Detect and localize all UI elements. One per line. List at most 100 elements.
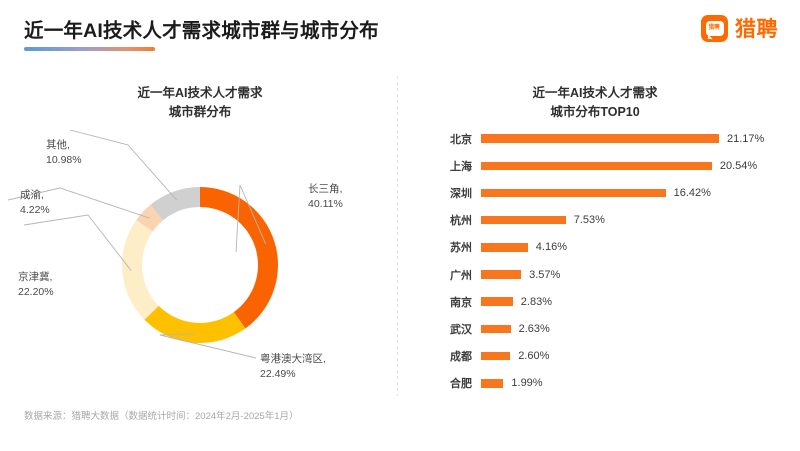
bar-category-label: 深圳: [450, 187, 472, 200]
bar-track: 7.53%: [481, 207, 790, 234]
bar-category-label: 广州: [450, 269, 472, 282]
bar-value-label: 3.57%: [529, 268, 561, 281]
bar-row: 苏州 4.16%: [410, 234, 790, 261]
bar-row: 南京 2.83%: [410, 288, 790, 315]
page-header: 近一年AI技术人才需求城市群与城市分布 猎聘 猎聘: [0, 0, 800, 62]
bar-category-label: 合肥: [450, 378, 472, 391]
bar-category-label: 南京: [450, 296, 472, 309]
donut-label-qita: 其他, 10.98%: [46, 138, 82, 167]
donut-label-name-0: 长三角: [308, 183, 340, 195]
liepin-logo-icon: 猎聘: [701, 14, 728, 42]
bar-chart-title: 近一年AI技术人才需求 城市分布TOP10: [470, 84, 720, 122]
bar-value-label: 2.83%: [520, 295, 552, 308]
donut-label-name-2: 京津冀: [18, 271, 50, 283]
bar-value-label: 1.99%: [511, 377, 543, 390]
bar-track: 4.16%: [481, 234, 790, 261]
bar-track: 21.17%: [481, 125, 790, 152]
bar-track: 2.83%: [481, 288, 790, 315]
brand-wordmark: 猎聘: [735, 18, 778, 41]
donut-label-value-4: 10.98%: [46, 153, 82, 166]
page-title: 近一年AI技术人才需求城市群与城市分布: [24, 20, 379, 42]
donut-leader-line: [159, 333, 257, 359]
donut-chart-title: 近一年AI技术人才需求 城市群分布: [95, 84, 305, 122]
bar-row: 成都 2.60%: [410, 343, 790, 370]
bar-chart: 北京 21.17% 上海 20.54% 深圳 16.42% 杭州 7.53% 苏州 4.16% 广州…: [410, 125, 790, 395]
bar-row: 合肥 1.99%: [410, 370, 790, 397]
bar-category-label: 杭州: [450, 215, 472, 228]
donut-segments: [121, 187, 279, 343]
donut-label-value-1: 22.49%: [260, 367, 296, 380]
bar-category-label: 武汉: [450, 323, 472, 336]
data-source-note: 数据来源：猎聘大数据（数据统计时间：2024年2月-2025年1月）: [24, 411, 299, 422]
donut-segment: [121, 219, 159, 320]
bar-value-label: 4.16%: [535, 241, 567, 254]
bar-fill: [481, 161, 712, 171]
title-underline-accent: [24, 47, 155, 51]
bar-track: 2.60%: [481, 343, 790, 370]
donut-title-line1: 近一年AI技术人才需求: [137, 86, 263, 100]
brand-logo: 猎聘 猎聘: [701, 13, 778, 43]
donut-label-chengyu: 成渝, 4.22%: [20, 188, 50, 217]
donut-label-comma-3: ,: [41, 189, 44, 201]
bar-title-line2: 城市分布TOP10: [550, 105, 640, 119]
bar-fill: [481, 243, 528, 252]
bar-row: 深圳 16.42%: [410, 179, 790, 206]
donut-chart: 长三角, 40.11% 粤港澳大湾区, 22.49% 京津冀, 22.20% 成…: [8, 130, 393, 400]
donut-segment: [144, 305, 246, 343]
donut-label-comma-0: ,: [339, 183, 343, 195]
donut-label-name-4: 其他: [46, 139, 67, 151]
donut-label-jingjinji: 京津冀, 22.20%: [18, 270, 54, 299]
donut-leader-line: [8, 187, 150, 219]
bar-track: 20.54%: [481, 152, 790, 179]
donut-title-line2: 城市群分布: [168, 105, 232, 119]
bar-row: 杭州 7.53%: [410, 207, 790, 234]
donut-label-comma-1: ,: [323, 353, 326, 365]
bar-fill: [481, 215, 566, 225]
bar-fill: [481, 297, 513, 306]
donut-segment: [136, 204, 164, 232]
bar-value-label: 21.17%: [727, 132, 765, 145]
bar-fill: [481, 379, 504, 388]
donut-chart-svg: [8, 130, 279, 359]
bar-row: 武汉 2.63%: [410, 315, 790, 342]
bar-value-label: 7.53%: [573, 214, 605, 227]
bar-title-line1: 近一年AI技术人才需求: [532, 86, 658, 100]
bar-category-label: 成都: [450, 351, 472, 364]
donut-label-value-3: 4.22%: [20, 203, 50, 216]
logo-badge-label: 猎聘: [708, 23, 721, 31]
bar-row: 广州 3.57%: [410, 261, 790, 288]
bar-track: 16.42%: [481, 179, 790, 206]
speech-bubble-icon: 猎聘: [705, 20, 724, 36]
bar-row: 上海 20.54%: [410, 152, 790, 179]
column-divider: [397, 76, 398, 396]
donut-leader-line: [69, 130, 178, 201]
bar-value-label: 16.42%: [673, 186, 711, 199]
bar-track: 1.99%: [481, 370, 790, 397]
bar-category-label: 北京: [450, 133, 472, 146]
donut-segment: [150, 187, 200, 221]
bar-fill: [481, 270, 522, 279]
bar-track: 2.63%: [481, 315, 790, 342]
bar-fill: [481, 351, 511, 361]
donut-segment: [200, 187, 279, 329]
donut-label-comma-4: ,: [67, 139, 70, 151]
donut-label-value-0: 40.11%: [308, 197, 343, 210]
bar-category-label: 苏州: [450, 242, 472, 255]
bar-category-label: 上海: [450, 160, 472, 173]
donut-leader-lines: [8, 130, 267, 359]
donut-label-name-1: 粤港澳大湾区: [260, 353, 323, 365]
donut-label-yuegangao: 粤港澳大湾区, 22.49%: [260, 352, 326, 381]
bar-row: 北京 21.17%: [410, 125, 790, 152]
bar-value-label: 20.54%: [719, 159, 758, 172]
bar-fill: [481, 324, 511, 334]
donut-label-comma-2: ,: [49, 271, 53, 283]
donut-label-name-3: 成渝: [20, 189, 41, 201]
bar-value-label: 2.63%: [518, 322, 550, 335]
bar-value-label: 2.60%: [518, 350, 550, 363]
donut-label-changsanjiao: 长三角, 40.11%: [308, 182, 343, 211]
donut-leader-line: [23, 214, 132, 271]
donut-label-value-2: 22.20%: [18, 285, 54, 298]
bar-fill: [481, 134, 719, 143]
donut-leader-line: [235, 184, 267, 253]
bar-fill: [481, 188, 666, 198]
